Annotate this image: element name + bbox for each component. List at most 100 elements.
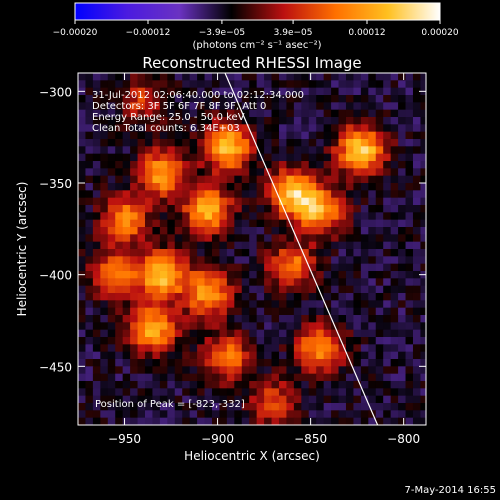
heatmap-cell: [360, 124, 369, 133]
heatmap-cell: [159, 87, 168, 96]
heatmap-cell: [137, 168, 146, 177]
heatmap-cell: [345, 395, 354, 404]
heatmap-cell: [405, 241, 414, 250]
heatmap-cell: [412, 212, 421, 221]
heatmap-cell: [197, 183, 206, 191]
heatmap-cell: [107, 271, 116, 279]
heatmap-cell: [368, 102, 377, 111]
heatmap-cell: [130, 263, 139, 272]
heatmap-cell: [293, 344, 302, 353]
heatmap-cell: [100, 212, 109, 221]
heatmap-cell: [144, 322, 153, 331]
heatmap-cell: [398, 80, 407, 89]
heatmap-cell: [249, 395, 258, 404]
heatmap-cell: [197, 322, 206, 331]
heatmap-cell: [144, 249, 153, 257]
heatmap-cell: [226, 124, 235, 133]
heatmap-cell: [375, 153, 384, 162]
heatmap-cell: [249, 373, 258, 382]
heatmap-cell: [122, 102, 131, 111]
heatmap-cell: [234, 183, 243, 191]
heatmap-cell: [174, 403, 183, 411]
y-axis-ticks: −300−350−400−450: [39, 85, 426, 374]
heatmap-cell: [353, 359, 362, 367]
heatmap-cell: [174, 263, 183, 272]
heatmap-cell: [375, 190, 384, 199]
heatmap-cell: [189, 183, 198, 191]
heatmap-cell: [144, 95, 153, 103]
heatmap-cell: [301, 344, 310, 353]
heatmap-cell: [360, 109, 369, 118]
heatmap-cell: [390, 95, 399, 103]
heatmap-cell: [226, 175, 235, 184]
heatmap-cell: [189, 124, 198, 133]
heatmap-cell: [331, 278, 340, 287]
heatmap-cell: [189, 366, 198, 375]
heatmap-cell: [383, 322, 392, 331]
heatmap-cell: [405, 381, 414, 389]
heatmap-cell: [375, 146, 384, 155]
heatmap-cell: [301, 263, 310, 272]
heatmap-cell: [264, 139, 273, 147]
heatmap-cell: [122, 307, 131, 316]
heatmap-cell: [271, 366, 280, 375]
heatmap-cell: [211, 190, 220, 199]
heatmap-cell: [345, 190, 354, 199]
heatmap-cell: [383, 219, 392, 228]
heatmap-cell: [383, 161, 392, 169]
heatmap-cell: [241, 388, 250, 397]
heatmap-cell: [412, 381, 421, 389]
heatmap-cell: [137, 183, 146, 191]
heatmap-cell: [100, 131, 109, 140]
heatmap-cell: [293, 139, 302, 147]
heatmap-cell: [278, 417, 287, 425]
heatmap-cell: [167, 212, 176, 221]
heatmap-cell: [130, 205, 139, 213]
heatmap-cell: [338, 263, 347, 272]
heatmap-cell: [137, 175, 146, 184]
heatmap-cell: [249, 190, 258, 199]
heatmap-cell: [115, 278, 124, 287]
heatmap-cell: [249, 403, 258, 411]
heatmap-cell: [115, 381, 124, 389]
heatmap-cell: [316, 241, 325, 250]
heatmap-cell: [197, 139, 206, 147]
heatmap-cell: [144, 307, 153, 316]
heatmap-cell: [278, 351, 287, 360]
heatmap-cell: [189, 256, 198, 265]
heatmap-cell: [375, 227, 384, 235]
heatmap-cell: [271, 271, 280, 279]
heatmap-cell: [360, 395, 369, 404]
heatmap-cell: [130, 190, 139, 199]
heatmap-cell: [345, 168, 354, 177]
heatmap-cell: [278, 87, 287, 96]
heatmap-cell: [271, 351, 280, 360]
heatmap-cell: [308, 366, 317, 375]
heatmap-cell: [204, 197, 213, 206]
heatmap-cell: [271, 256, 280, 265]
heatmap-cell: [368, 300, 377, 309]
heatmap-cell: [219, 359, 228, 367]
heatmap-cell: [107, 366, 116, 375]
heatmap-cell: [338, 366, 347, 375]
heatmap-cell: [174, 161, 183, 169]
heatmap-cell: [115, 227, 124, 235]
heatmap-cell: [197, 359, 206, 367]
heatmap-cell: [85, 219, 94, 228]
heatmap-cell: [249, 410, 258, 419]
heatmap-cell: [271, 249, 280, 257]
heatmap-cell: [249, 175, 258, 184]
heatmap-cell: [100, 395, 109, 404]
heatmap-cell: [226, 337, 235, 345]
heatmap-cell: [152, 146, 161, 155]
heatmap-cell: [308, 190, 317, 199]
heatmap-cell: [323, 315, 332, 323]
heatmap-cell: [286, 271, 295, 279]
heatmap-cell: [420, 234, 426, 243]
heatmap-cell: [130, 329, 139, 338]
heatmap-cell: [92, 337, 101, 345]
heatmap-cell: [338, 329, 347, 338]
heatmap-cell: [78, 241, 86, 250]
heatmap-cell: [174, 102, 183, 111]
heatmap-cell: [390, 73, 399, 81]
